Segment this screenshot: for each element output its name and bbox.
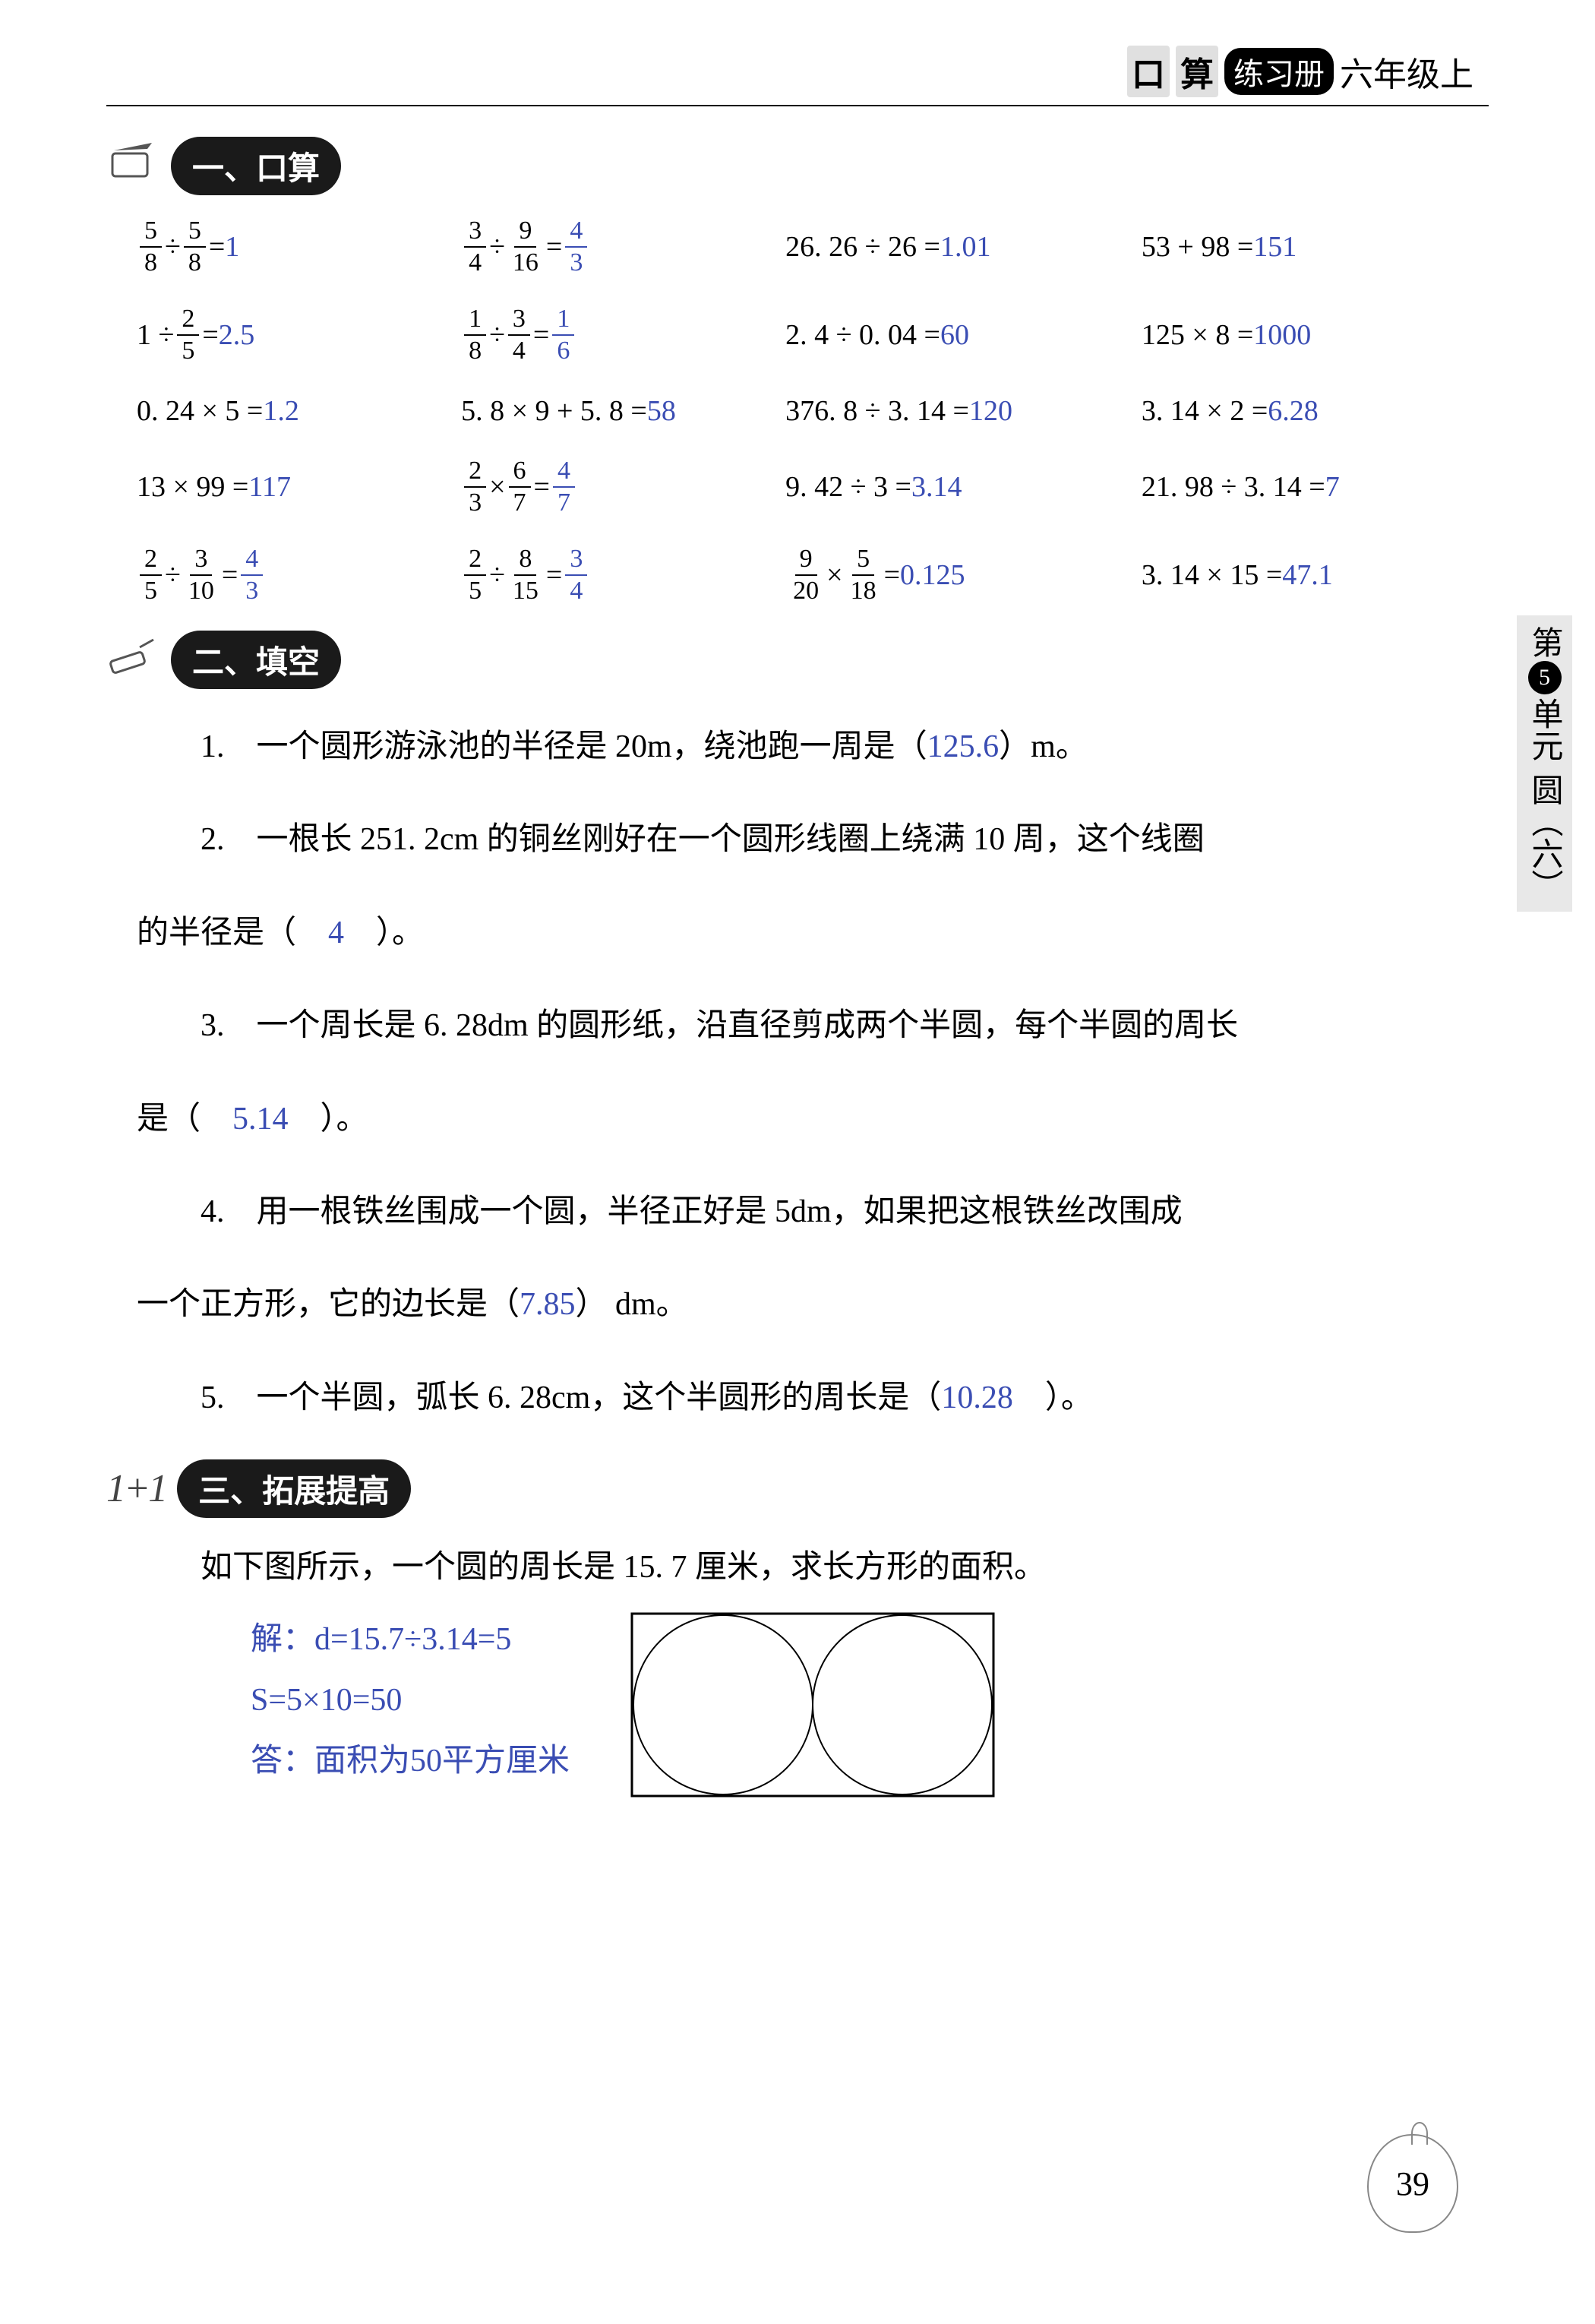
- page-number-container: 39: [1367, 2134, 1458, 2233]
- section-1-badge: 一、口算: [171, 137, 341, 195]
- fill-q4-line2: 一个正方形，它的边长是（7.85） dm。: [137, 1270, 1458, 1339]
- arith-r4c4: 21. 98 ÷ 3. 14 =7: [1142, 458, 1458, 516]
- side-tab: 第 5 单元 圆（六）: [1517, 615, 1572, 912]
- fill-q2-line1: 2. 一根长 251. 2cm 的铜丝刚好在一个圆形线圈上绕满 10 周，这个线…: [137, 805, 1458, 874]
- ext-body: 解：d=15.7÷3.14=5 S=5×10=50 答：面积为50平方厘米: [137, 1610, 1458, 1800]
- arith-r5c1: 25 ÷ 310 =43: [137, 546, 453, 604]
- side-tab-post: 单元: [1521, 697, 1568, 761]
- section-2-badge: 二、填空: [171, 631, 341, 689]
- arith-r3c3: 376. 8 ÷ 3. 14 =120: [785, 394, 1134, 428]
- arith-r1c4: 53 + 98 =151: [1142, 218, 1458, 276]
- arith-r1c1: 58 ÷ 58 =1: [137, 218, 453, 276]
- ext-question: 如下图所示，一个圆的周长是 15. 7 厘米，求长方形的面积。: [137, 1541, 1458, 1587]
- header-grade: 六年级上: [1340, 47, 1473, 96]
- header-rule: [106, 105, 1489, 106]
- arith-r5c2: 25 ÷ 815 =34: [461, 546, 778, 604]
- fill-blank-section: 1. 一个圆形游泳池的半径是 20m，绕池跑一周是（125.6）m。 2. 一根…: [106, 712, 1489, 1433]
- arith-r3c1: 0. 24 × 5 =1.2: [137, 394, 453, 428]
- pencil-board-icon: [106, 140, 160, 192]
- arith-r4c2: 23 × 67 =47: [461, 458, 778, 516]
- arith-r4c1: 13 × 99 =117: [137, 458, 453, 516]
- ext-sol-line2: S=5×10=50: [251, 1671, 570, 1731]
- fill-q3-line2: 是（ 5.14 ）。: [137, 1084, 1458, 1154]
- section-2-header: 二、填空: [106, 631, 1489, 689]
- ext-sol-line3: 答：面积为50平方厘米: [251, 1731, 570, 1792]
- fill-q2-line2: 的半径是（ 4 ）。: [137, 898, 1458, 968]
- arith-r2c1: 1 ÷ 25 =2.5: [137, 306, 453, 364]
- arith-r3c2: 5. 8 × 9 + 5. 8 =58: [461, 394, 778, 428]
- extension-section: 如下图所示，一个圆的周长是 15. 7 厘米，求长方形的面积。 解：d=15.7…: [106, 1541, 1489, 1800]
- one-plus-one-icon: 1+1: [106, 1466, 166, 1511]
- page-container: 口 算 练习册 六年级上 一、口算 58 ÷ 58 =1 34 ÷ 916 =4…: [0, 0, 1595, 1845]
- arithmetic-grid: 58 ÷ 58 =1 34 ÷ 916 =43 26. 26 ÷ 26 =1.0…: [106, 218, 1489, 604]
- arith-r3c4: 3. 14 × 2 =6.28: [1142, 394, 1458, 428]
- ext-sol-line1: 解：d=15.7÷3.14=5: [251, 1610, 570, 1671]
- eraser-icon: [106, 634, 160, 686]
- arith-r2c4: 125 × 8 =1000: [1142, 306, 1458, 364]
- side-tab-topic: 圆（六）: [1521, 773, 1568, 901]
- section-3-badge: 三、拓展提高: [177, 1459, 411, 1518]
- arith-r1c3: 26. 26 ÷ 26 =1.01: [785, 218, 1134, 276]
- arith-r2c3: 2. 4 ÷ 0. 04 =60: [785, 306, 1134, 364]
- page-number: 39: [1396, 2164, 1429, 2203]
- section-3-header: 1+1 三、拓展提高: [106, 1459, 1489, 1518]
- fill-q4-line1: 4. 用一根铁丝围成一个圆，半径正好是 5dm，如果把这根铁丝改围成: [137, 1177, 1458, 1247]
- arith-r1c2: 34 ÷ 916 =43: [461, 218, 778, 276]
- header-badge: 练习册: [1224, 48, 1334, 95]
- header-title: 口 算 练习册 六年级上: [106, 46, 1489, 97]
- side-tab-pre: 第: [1521, 626, 1568, 658]
- side-tab-num: 5: [1528, 661, 1562, 694]
- arith-r2c2: 18 ÷ 34 =16: [461, 306, 778, 364]
- apple-icon: 39: [1367, 2134, 1458, 2233]
- arith-r5c3: 920 × 518 =0.125: [785, 546, 1134, 604]
- fill-q5: 5. 一个半圆，弧长 6. 28cm，这个半圆形的周长是（10.28 ）。: [137, 1363, 1458, 1433]
- section-1-header: 一、口算: [106, 137, 1489, 195]
- ext-solution: 解：d=15.7÷3.14=5 S=5×10=50 答：面积为50平方厘米: [251, 1610, 570, 1791]
- header-char-suan: 算: [1176, 46, 1218, 97]
- arith-r5c4: 3. 14 × 15 =47.1: [1142, 546, 1458, 604]
- fill-q1: 1. 一个圆形游泳池的半径是 20m，绕池跑一周是（125.6）m。: [137, 712, 1458, 782]
- header-char-kou: 口: [1127, 46, 1170, 97]
- two-circles-diagram: [630, 1610, 995, 1800]
- fill-q3-line1: 3. 一个周长是 6. 28dm 的圆形纸，沿直径剪成两个半圆，每个半圆的周长: [137, 991, 1458, 1061]
- arith-r4c3: 9. 42 ÷ 3 =3.14: [785, 458, 1134, 516]
